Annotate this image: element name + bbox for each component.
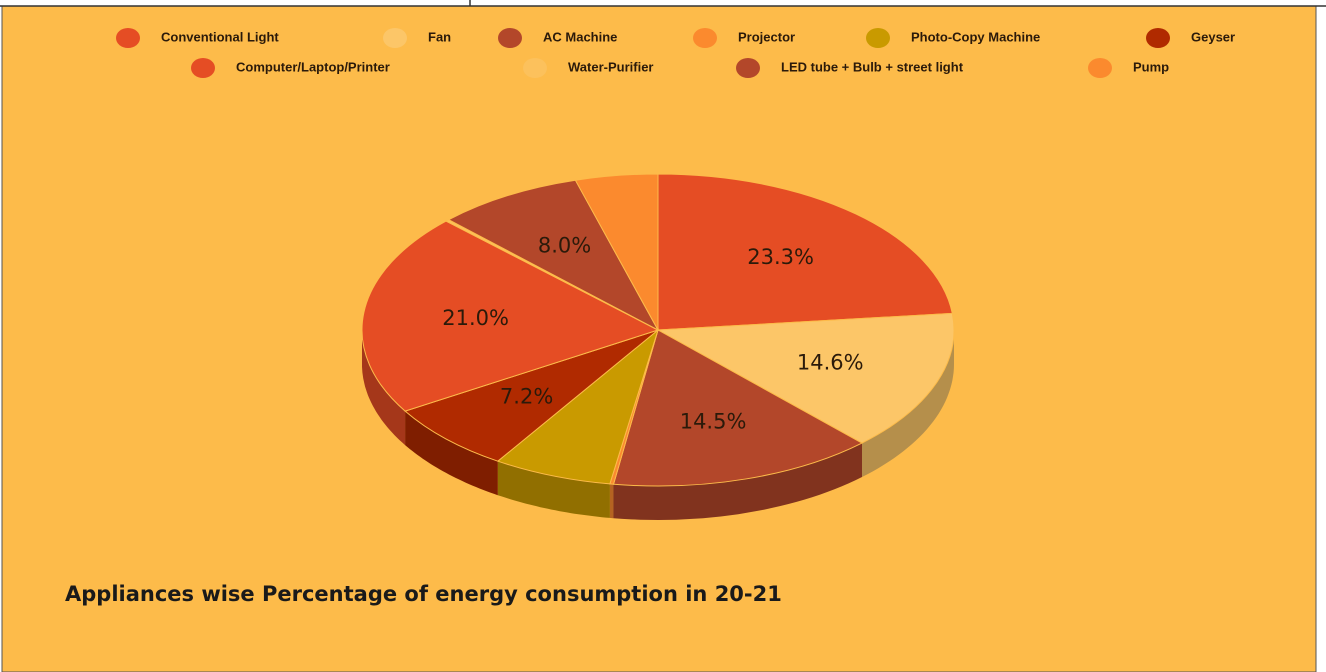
legend-swatch: [383, 28, 407, 48]
legend-label: Photo-Copy Machine: [911, 29, 1040, 44]
slice: [361, 220, 660, 412]
legend-swatch: [116, 28, 140, 48]
legend-swatch: [498, 28, 522, 48]
slice-side: [613, 443, 862, 520]
legend-label: Water-Purifier: [568, 59, 653, 74]
slice: [404, 329, 659, 462]
value-label: 21.0%: [442, 306, 509, 330]
chart-title: Appliances wise Percentage of energy con…: [65, 582, 782, 606]
slice: [657, 173, 953, 331]
legend-swatch: [736, 58, 760, 78]
legend-label: Computer/Laptop/Printer: [236, 59, 390, 74]
legend-label: Conventional Light: [161, 29, 279, 44]
legend-swatch: [1088, 58, 1112, 78]
legend-swatch: [1146, 28, 1170, 48]
value-label: 8.0%: [538, 234, 591, 258]
slice: [447, 179, 660, 332]
slice: [656, 312, 955, 444]
legend-swatch: [866, 28, 890, 48]
slice: [574, 173, 659, 331]
slice: [612, 329, 864, 487]
legend-swatch: [693, 28, 717, 48]
legend-label: Geyser: [1191, 29, 1235, 44]
slice: [496, 328, 659, 485]
slice-side: [497, 461, 610, 518]
legend-swatch: [523, 58, 547, 78]
legend-swatch: [191, 58, 215, 78]
legend-label: LED tube + Bulb + street light: [781, 59, 964, 74]
legend-label: Pump: [1133, 59, 1169, 74]
legend-label: Projector: [738, 29, 795, 44]
value-label: 14.6%: [797, 350, 864, 374]
value-label: 14.5%: [680, 409, 747, 433]
legend: Conventional Light Fan AC Machine Projector…: [116, 28, 1235, 78]
legend-label: Fan: [428, 29, 451, 44]
pie: 23.3% 14.6% 14.5% 7.2% 21.0% 8.0%: [361, 173, 955, 520]
slice-side: [405, 411, 498, 496]
slice-side: [362, 330, 406, 446]
slice-side: [862, 330, 954, 477]
value-label: 23.3%: [747, 245, 814, 269]
slice-side: [609, 483, 614, 519]
value-label: 7.2%: [500, 385, 553, 409]
legend-label: AC Machine: [543, 29, 617, 44]
